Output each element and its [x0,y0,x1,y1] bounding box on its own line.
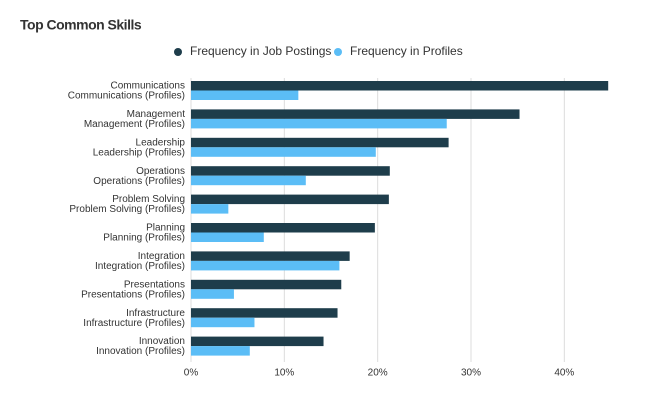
y-tick-label: Innovation (Profiles) [96,346,185,357]
y-tick-label: Operations (Profiles) [93,176,185,187]
y-tick-label: Communications [111,81,185,92]
chart-title: Top Common Skills [20,17,142,33]
bar [191,109,520,119]
bar [191,175,306,186]
legend-label: Frequency in Job Postings [190,44,331,58]
y-tick-label: Integration [138,251,185,262]
bar [191,166,390,176]
bar [191,346,250,356]
bar [191,81,609,91]
y-tick-label: Presentations [124,279,185,290]
bar [191,137,449,148]
bar [191,336,324,347]
bar [191,118,447,129]
bar [191,204,229,214]
bar [191,223,375,233]
y-tick-label: Problem Solving [112,194,185,205]
bar [191,90,299,100]
legend-marker [174,48,182,56]
y-tick-label: Operations [136,166,185,177]
y-tick-label: Integration (Profiles) [95,261,185,272]
y-tick-label: Presentations (Profiles) [81,289,185,300]
bar [191,194,389,205]
bar [191,251,350,261]
x-tick-label: 30% [461,368,481,379]
y-tick-label: Infrastructure [126,308,185,319]
y-tick-label: Infrastructure (Profiles) [83,318,185,329]
y-tick-label: Planning [146,223,185,234]
legend-marker [334,48,342,56]
y-tick-label: Management (Profiles) [84,119,185,130]
bar [191,317,255,328]
y-tick-label: Leadership (Profiles) [93,147,185,158]
x-tick-label: 0% [184,368,199,379]
bar [191,147,376,157]
legend-label: Frequency in Profiles [350,44,463,58]
y-tick-label: Leadership [136,137,186,148]
y-tick-label: Management [127,109,186,120]
bar [191,260,340,271]
bar [191,279,342,290]
y-tick-label: Innovation [139,336,185,347]
bar [191,289,234,299]
x-tick-label: 20% [368,368,388,379]
x-tick-label: 40% [554,368,574,379]
bar [191,308,338,318]
y-tick-label: Problem Solving (Profiles) [69,204,185,215]
y-tick-label: Planning (Profiles) [103,233,185,244]
x-tick-label: 10% [274,368,294,379]
y-tick-label: Communications (Profiles) [68,91,185,102]
bar [191,232,264,242]
